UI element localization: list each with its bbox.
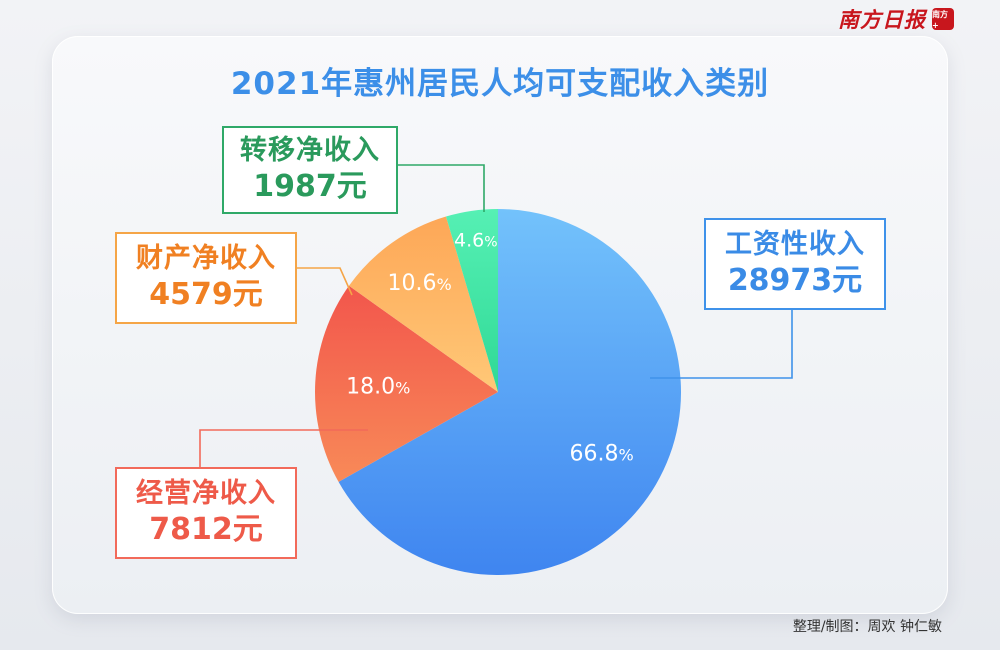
leader-line-transfer <box>398 164 485 212</box>
transfer-income-value: 1987元 <box>253 169 367 205</box>
percent-label-property: 10.6% <box>388 271 452 296</box>
label-box-wage: 工资性收入 28973元 <box>704 218 886 310</box>
percent-label-wage: 66.8% <box>570 442 634 467</box>
pie-slice-property <box>348 216 498 392</box>
masthead-name: 南方日报 <box>838 7 926 32</box>
label-box-transfer: 转移净收入 1987元 <box>222 126 398 214</box>
property-income-value: 4579元 <box>149 277 263 313</box>
property-income-name: 财产净收入 <box>136 243 276 275</box>
percent-label-business: 18.0% <box>346 375 410 400</box>
business-income-value: 7812元 <box>149 512 263 548</box>
wage-income-name: 工资性收入 <box>725 229 865 261</box>
masthead-badge: 南方+ <box>932 8 954 30</box>
leader-line-wage <box>650 310 793 379</box>
label-box-property: 财产净收入 4579元 <box>115 232 297 324</box>
pie-slice-business <box>315 285 498 482</box>
leader-line-property <box>297 267 353 296</box>
wage-income-value: 28973元 <box>727 263 863 299</box>
business-income-name: 经营净收入 <box>136 478 276 510</box>
chart-title: 2021年惠州居民人均可支配收入类别 <box>230 66 770 102</box>
transfer-income-name: 转移净收入 <box>240 135 380 167</box>
pie-slice-wage <box>338 208 682 575</box>
credit-line: 整理/制图：周欢 钟仁敏 <box>792 619 942 635</box>
percent-label-transfer: 4.6% <box>454 230 498 252</box>
pie-slice-transfer <box>446 209 498 392</box>
masthead-logo: 南方日报 南方+ <box>838 4 954 34</box>
label-box-business: 经营净收入 7812元 <box>115 467 297 559</box>
leader-line-business <box>199 429 368 467</box>
